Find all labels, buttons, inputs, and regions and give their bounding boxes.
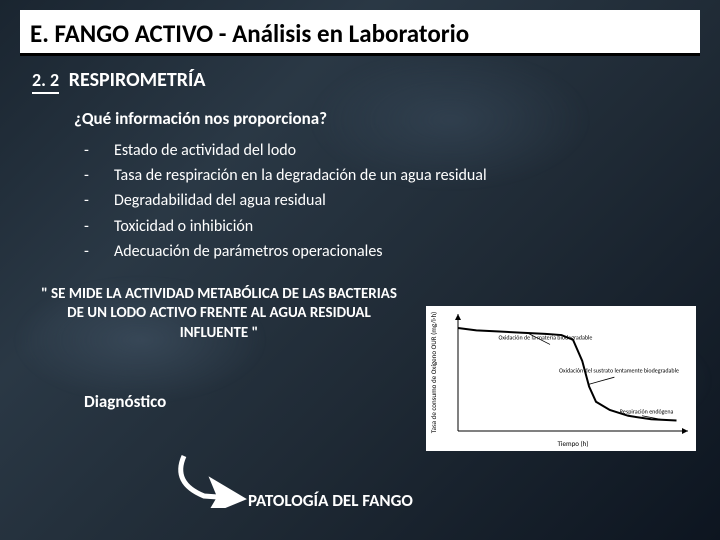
quote-text: " SE MIDE LA ACTIVIDAD METABÓLICA DE LAS…	[34, 285, 404, 344]
svg-text:Tiempo (h): Tiempo (h)	[558, 439, 589, 448]
bullet-text: Toxicidad o inhibición	[114, 215, 253, 238]
curved-arrow-icon	[164, 448, 254, 508]
bullet-text: Degradabilidad del agua residual	[114, 189, 326, 212]
bullet-list: -Estado de actividad del lodo -Tasa de r…	[84, 139, 696, 263]
list-item: -Adecuación de parámetros operacionales	[84, 240, 696, 263]
slide-title-bar: E. FANGO ACTIVO - Análisis en Laboratori…	[20, 10, 700, 56]
list-item: -Estado de actividad del lodo	[84, 139, 696, 162]
bullet-text: Adecuación de parámetros operacionales	[114, 240, 383, 263]
section-name: RESPIROMETRÍA	[69, 68, 206, 92]
bullet-text: Estado de actividad del lodo	[114, 139, 296, 162]
list-item: -Tasa de respiración en la degradación d…	[84, 164, 696, 187]
list-item: -Degradabilidad del agua residual	[84, 189, 696, 212]
section-heading: 2. 2 RESPIROMETRÍA	[24, 68, 696, 94]
question-text: ¿Qué información nos proporciona?	[74, 108, 696, 129]
slide-title: E. FANGO ACTIVO - Análisis en Laboratori…	[30, 18, 690, 49]
bullet-text: Tasa de respiración en la degradación de…	[114, 164, 487, 187]
diagnostico-label: Diagnóstico	[84, 391, 696, 412]
patologia-label: PATOLOGÍA DEL FANGO	[248, 490, 413, 511]
section-number: 2. 2	[32, 69, 59, 94]
list-item: -Toxicidad o inhibición	[84, 215, 696, 238]
